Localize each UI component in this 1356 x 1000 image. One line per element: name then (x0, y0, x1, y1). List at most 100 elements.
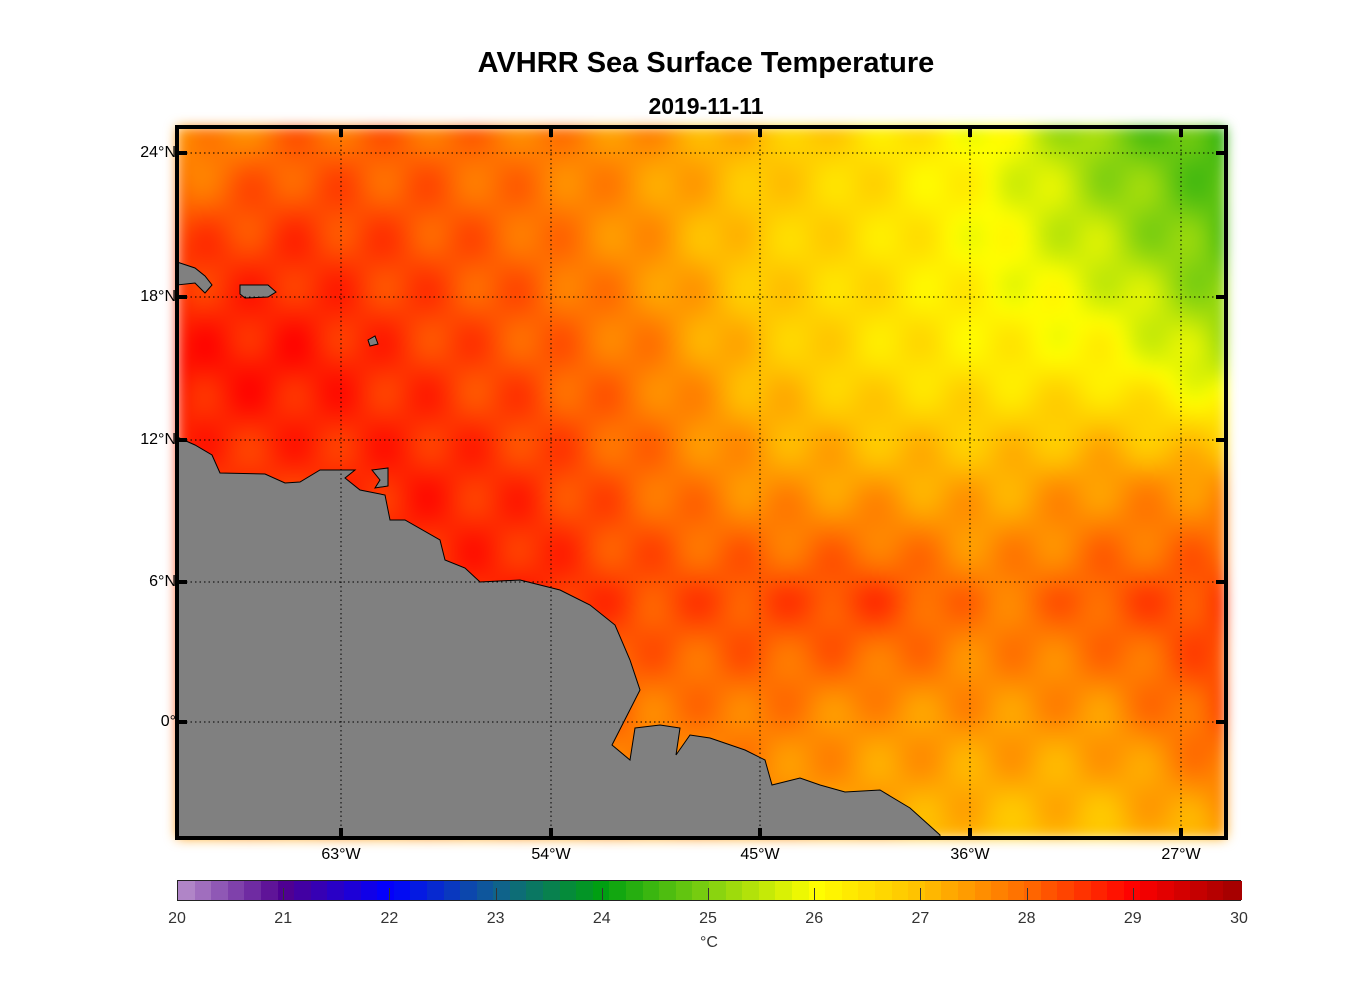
x-tick-label: 45°W (740, 846, 780, 863)
colorbar-tick-label: 20 (168, 910, 186, 927)
colorbar-segment (360, 881, 380, 900)
colorbar-segment (576, 881, 595, 900)
colorbar-segment (244, 881, 264, 900)
colorbar-segment (924, 881, 944, 900)
guadeloupe-land (367, 335, 379, 347)
colorbar-segment (1223, 881, 1243, 900)
colorbar-segment (692, 881, 712, 900)
colorbar-segment (310, 881, 330, 900)
colorbar-segment (1107, 881, 1126, 900)
colorbar-segment (178, 881, 197, 900)
colorbar-segment (410, 881, 430, 900)
colorbar-segment (775, 881, 795, 900)
colorbar-segment (1040, 881, 1060, 900)
colorbar-segment (1157, 881, 1176, 900)
colorbar-segment (991, 881, 1010, 900)
colorbar-segment (742, 881, 761, 900)
colorbar-segment (642, 881, 662, 900)
colorbar-tick-label: 21 (274, 910, 293, 927)
trinidad-land (371, 467, 389, 489)
colorbar-segment (1140, 881, 1160, 900)
colorbar-segment (941, 881, 961, 900)
colorbar-segment (260, 881, 280, 900)
map-frame (175, 125, 1228, 840)
y-tick-label: 12°N (140, 431, 176, 448)
colorbar-segment (327, 881, 347, 900)
colorbar-segment (908, 881, 927, 900)
graticule (177, 127, 1226, 838)
colorbar-segment (543, 881, 562, 900)
colorbar-segment (758, 881, 778, 900)
colorbar-tick-mark (708, 888, 709, 900)
colorbar-segment (957, 881, 977, 900)
colorbar-segment (426, 881, 446, 900)
colorbar-segment (559, 881, 579, 900)
colorbar-segment (841, 881, 861, 900)
colorbar-segment (825, 881, 844, 900)
x-tick-label: 63°W (321, 846, 361, 863)
colorbar-segment (891, 881, 911, 900)
colorbar-segment (393, 881, 413, 900)
x-tick-label: 27°W (1161, 846, 1201, 863)
colorbar-tick-mark (389, 888, 391, 900)
colorbar-segment (377, 881, 396, 900)
colorbar-tick-label: 24 (592, 910, 611, 927)
colorbar-segment (1007, 881, 1027, 900)
colorbar-tick-label: 22 (380, 910, 399, 927)
map-title: AVHRR Sea Surface Temperature (477, 47, 935, 79)
frame-ticks (177, 127, 1226, 838)
x-tick-label: 36°W (950, 846, 990, 863)
colorbar-segment (1173, 881, 1193, 900)
colorbar-tick-mark (1132, 888, 1134, 900)
puerto-rico-land (239, 284, 277, 299)
south-america-land (176, 436, 941, 839)
colorbar-unit-label: °C (700, 934, 718, 951)
colorbar-tick-label: 27 (911, 910, 930, 927)
colorbar-segment (974, 881, 994, 900)
colorbar-segment (1074, 881, 1093, 900)
colorbar-segment (277, 881, 297, 900)
colorbar-segment (1206, 881, 1226, 900)
colorbar-tick-label: 26 (805, 910, 824, 927)
colorbar-segment (443, 881, 463, 900)
colorbar-tick-label: 30 (1230, 910, 1248, 927)
colorbar-segment (808, 881, 828, 900)
colorbar-segment (343, 881, 363, 900)
y-tick-label: 6°N (149, 573, 176, 590)
colorbar-tick-mark (920, 888, 922, 900)
colorbar-tick-label: 29 (1123, 910, 1142, 927)
colorbar-segment (1057, 881, 1077, 900)
colorbar-tick-label: 23 (486, 910, 505, 927)
colorbar-tick-mark (1026, 888, 1028, 900)
colorbar-segment (709, 881, 728, 900)
colorbar-segment (294, 881, 313, 900)
colorbar-segment (725, 881, 745, 900)
colorbar-tick-mark (495, 888, 497, 900)
hispaniola-land (176, 261, 213, 294)
colorbar-tick-label: 25 (699, 910, 717, 927)
y-tick-label: 24°N (140, 144, 176, 161)
colorbar-segment (493, 881, 512, 900)
colorbar (177, 880, 1243, 901)
colorbar-segment (476, 881, 496, 900)
x-tick-label: 54°W (531, 846, 571, 863)
colorbar-segment (609, 881, 629, 900)
colorbar-segment (526, 881, 546, 900)
colorbar-tick-mark (814, 888, 816, 900)
colorbar-segment (194, 881, 214, 900)
y-tick-label: 0° (160, 713, 176, 730)
colorbar-segment (1024, 881, 1043, 900)
colorbar-segment (659, 881, 678, 900)
colorbar-segment (509, 881, 529, 900)
colorbar-segment (460, 881, 479, 900)
y-tick-label: 18°N (140, 288, 176, 305)
colorbar-segment (1090, 881, 1110, 900)
colorbar-segment (675, 881, 695, 900)
colorbar-segment (1190, 881, 1209, 900)
map-date: 2019-11-11 (648, 93, 764, 119)
colorbar-segment (227, 881, 247, 900)
colorbar-tick-mark (601, 888, 603, 900)
colorbar-segment (211, 881, 230, 900)
